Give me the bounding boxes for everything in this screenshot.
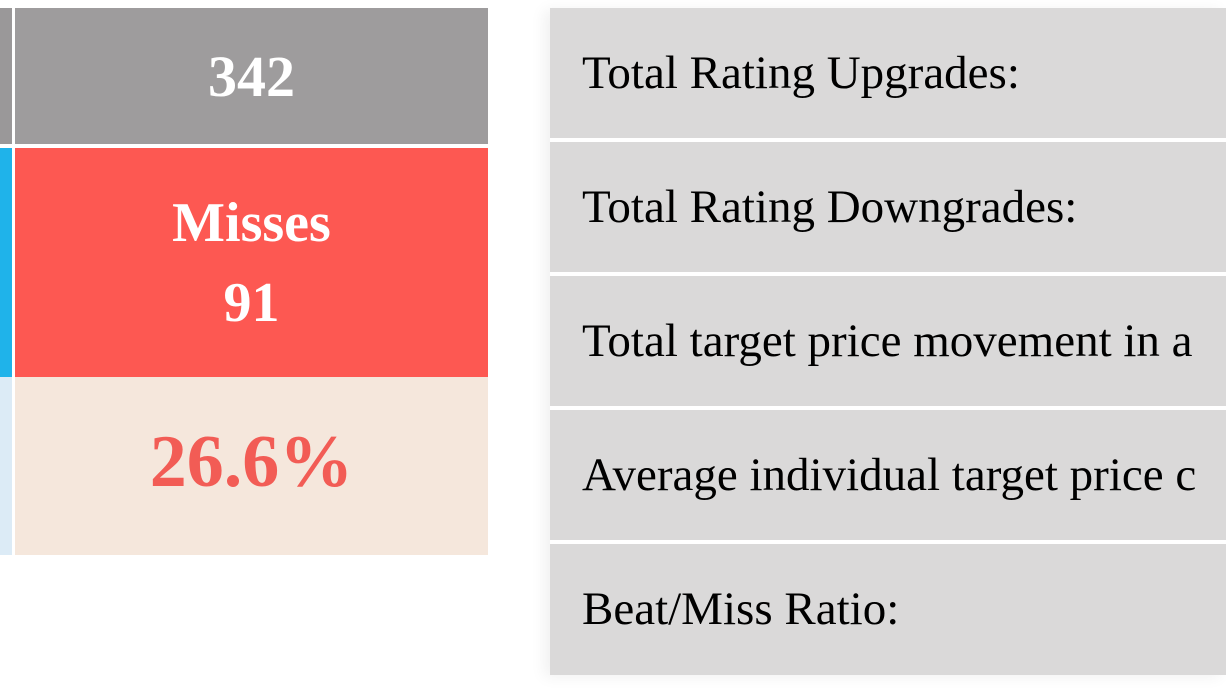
- metric-row-average-target-price: Average individual target price c: [550, 410, 1226, 540]
- metric-label: Total Rating Downgrades:: [582, 180, 1078, 233]
- total-count-cell: 342: [15, 8, 488, 144]
- analyst-metrics-table: Total Rating Upgrades: Total Rating Down…: [550, 8, 1226, 675]
- total-row-side-strip: [0, 8, 12, 144]
- metric-label: Average individual target price c: [582, 448, 1197, 501]
- misses-count-value: 91: [223, 271, 280, 334]
- metric-row-beat-miss-ratio: Beat/Miss Ratio:: [550, 544, 1226, 675]
- misses-label: Misses: [172, 191, 331, 254]
- total-count-row: 342: [0, 8, 488, 144]
- earnings-stats-panel: 342 Misses 91 26.6%: [0, 8, 488, 555]
- total-count-value: 342: [208, 44, 295, 109]
- miss-percentage-row: 26.6%: [0, 377, 488, 555]
- misses-cell: Misses 91: [15, 148, 488, 377]
- metric-row-rating-downgrades: Total Rating Downgrades:: [550, 142, 1226, 272]
- beats-column-edge: [0, 148, 12, 377]
- beat-percentage-column-edge: [0, 377, 12, 555]
- metric-label: Total target price movement in a: [582, 314, 1193, 367]
- metric-label: Total Rating Upgrades:: [582, 46, 1020, 99]
- misses-row: Misses 91: [0, 148, 488, 377]
- miss-percentage-value: 26.6%: [149, 421, 354, 503]
- metric-row-target-price-movement: Total target price movement in a: [550, 276, 1226, 406]
- miss-percentage-cell: 26.6%: [15, 377, 488, 555]
- metric-row-rating-upgrades: Total Rating Upgrades:: [550, 8, 1226, 138]
- metric-label: Beat/Miss Ratio:: [582, 583, 900, 635]
